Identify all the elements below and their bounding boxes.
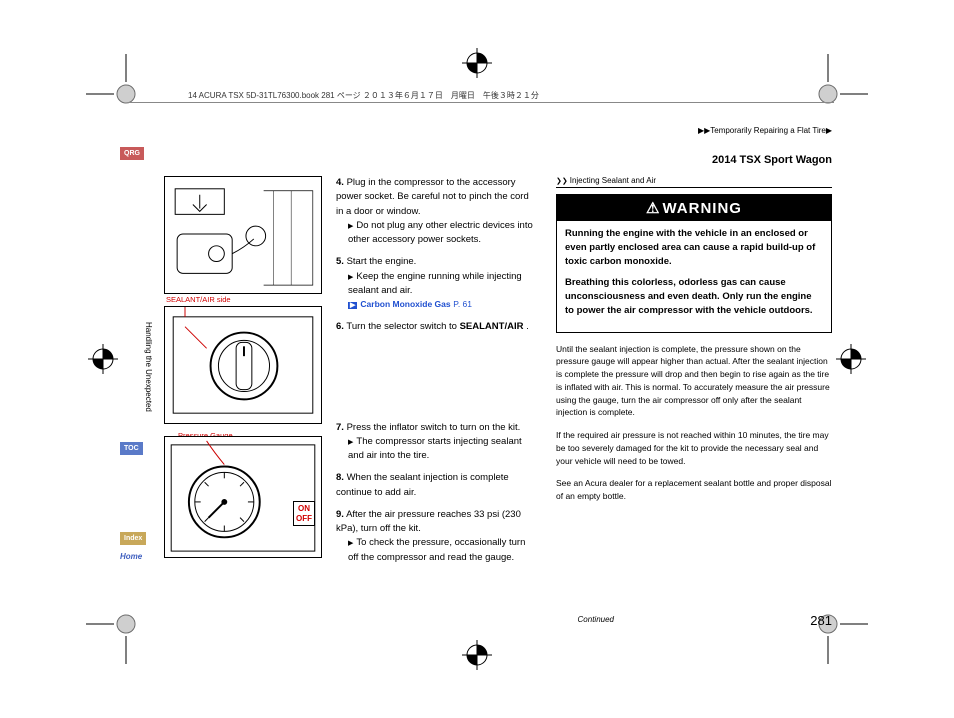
off-label: OFF [296,514,312,524]
step-8: 8. When the sealant injection is complet… [336,471,536,500]
index-button[interactable]: Index [120,532,146,545]
figure-selector-switch [164,306,322,424]
on-label: ON [296,504,312,514]
step-7-note: The compressor starts injecting sealant … [336,435,536,464]
print-header: 14 ACURA TSX 5D-31TL76300.book 281 ページ ２… [188,90,539,101]
continued-label: Continued [578,615,614,624]
figure-pressure-gauge: ON OFF [164,436,322,558]
warning-p2: Breathing this colorless, odorless gas c… [565,276,823,317]
warning-title: WARNING [557,195,831,221]
side-note-1: Until the sealant injection is complete,… [556,343,832,420]
side-note-3: See an Acura dealer for a replacement se… [556,477,832,503]
step-4: 4. Plug in the compressor to the accesso… [336,176,536,247]
step-7: 7. Press the inflator switch to turn on … [336,421,536,464]
warning-box: WARNING Running the engine with the vehi… [556,194,832,333]
on-off-switch: ON OFF [293,501,315,526]
step-6: 6. Turn the selector switch to SEALANT/A… [336,320,536,334]
section-title-vertical: Handling the Unexpected [144,322,153,412]
instruction-column: 4. Plug in the compressor to the accesso… [336,176,536,573]
warning-p1: Running the engine with the vehicle in a… [565,227,823,268]
breadcrumb: ▶▶Temporarily Repairing a Flat Tire▶ [698,126,832,135]
carbon-monoxide-link[interactable]: Carbon Monoxide Gas [348,299,451,309]
home-button[interactable]: Home [120,552,142,561]
step-5-note: Keep the engine running while injecting … [336,270,536,299]
vehicle-model: 2014 TSX Sport Wagon [712,154,832,166]
step-5: 5. Start the engine. Keep the engine run… [336,255,536,312]
page-number: 281 [810,613,832,628]
figure-power-socket [164,176,322,294]
header-rule [128,102,834,103]
qrg-button[interactable]: QRG [120,147,144,160]
step-9: 9. After the air pressure reaches 33 psi… [336,508,536,565]
page-ref: P. 61 [453,299,472,309]
step-9-note: To check the pressure, occasionally turn… [336,536,536,565]
toc-button[interactable]: TOC [120,442,143,455]
sealant-air-label: SEALANT/AIR side [166,295,231,304]
side-header: Injecting Sealant and Air [556,176,832,188]
step-4-note: Do not plug any other electric devices i… [336,219,536,248]
side-note-2: If the required air pressure is not reac… [556,429,832,467]
